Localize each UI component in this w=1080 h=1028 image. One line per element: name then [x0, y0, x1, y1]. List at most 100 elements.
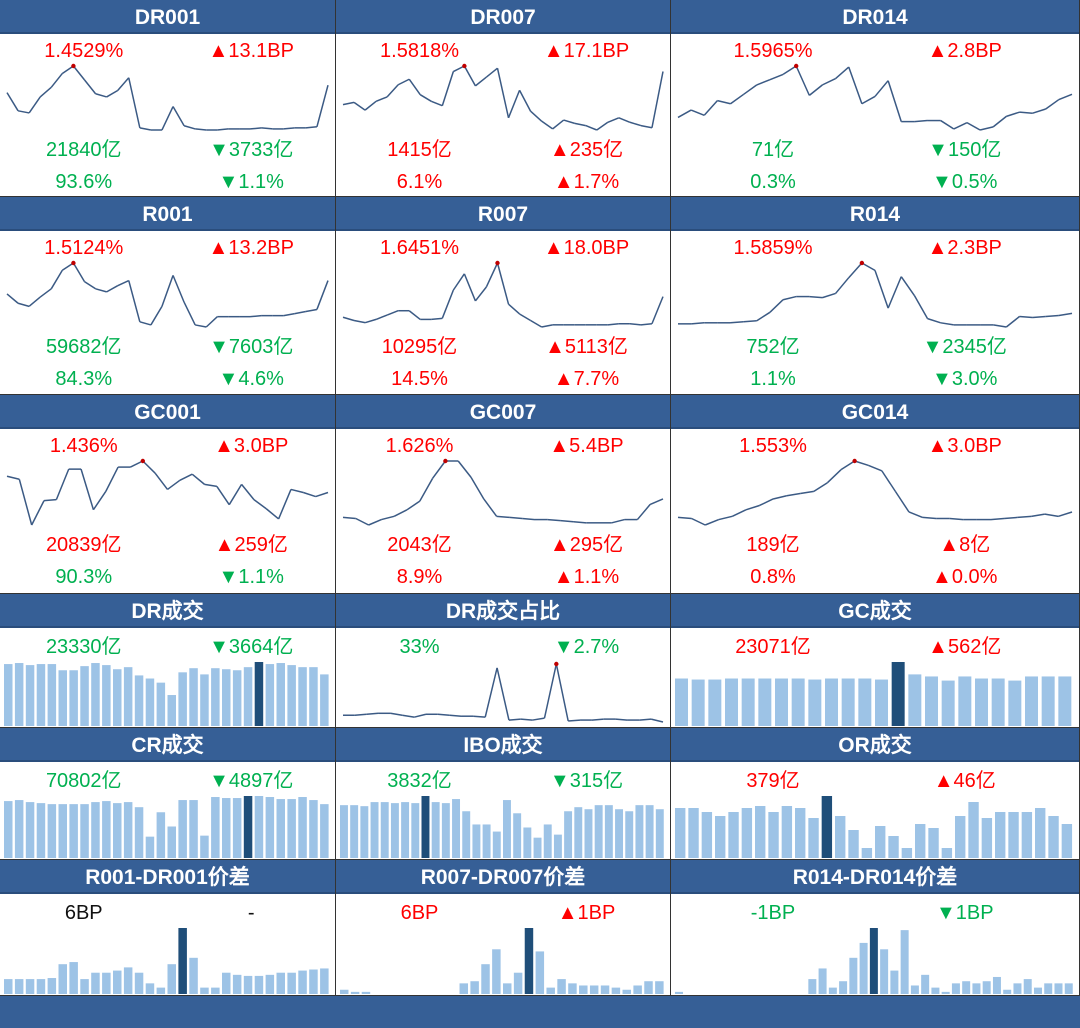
bar [625, 811, 634, 858]
panel-title: R007 [336, 197, 670, 231]
line-segment [543, 663, 558, 719]
bar [298, 667, 307, 726]
line-segment [585, 124, 598, 131]
bar [725, 678, 738, 726]
line-segment [315, 491, 329, 498]
panel-title: DR成交占比 [336, 594, 670, 628]
stat-change: ▼315亿 [549, 770, 624, 792]
bar [276, 663, 286, 726]
bar [828, 987, 837, 994]
bar [594, 805, 603, 858]
stat-change: - [247, 902, 255, 924]
line-segment [835, 277, 850, 294]
stat-value: 1.436% [49, 435, 118, 457]
line-segment [922, 516, 937, 520]
stat-value: 1.5818% [380, 40, 459, 62]
bar [287, 665, 296, 726]
line-segment [691, 517, 706, 526]
max-marker [859, 260, 865, 266]
line-segment [397, 78, 410, 86]
line-segment [496, 68, 510, 119]
bar [441, 803, 450, 858]
stat-change: ▲46亿 [933, 770, 996, 792]
stat-change: ▲5.4BP [549, 435, 624, 457]
stat-value: 1.5859% [733, 237, 813, 259]
panel-r014-dr014-: R014-DR014价差 -1BP ▼1BP [671, 860, 1080, 996]
line-segment [474, 286, 488, 302]
bar [915, 824, 926, 858]
line-segment [704, 518, 720, 526]
bar [675, 678, 688, 726]
line-segment [253, 499, 267, 510]
line-segment [130, 460, 144, 468]
stat-change: ▲13.2BP [208, 237, 294, 259]
line-segment [463, 273, 477, 302]
line-segment [430, 100, 443, 107]
bar [1064, 983, 1073, 994]
line-segment [732, 509, 747, 517]
stat-value: 8.9% [396, 566, 443, 588]
line-segment [353, 101, 366, 111]
bar [981, 818, 993, 858]
stat-change: ▼3664亿 [209, 636, 294, 658]
stat-value: 2043亿 [387, 534, 452, 556]
bar [968, 802, 979, 858]
bar [276, 972, 286, 994]
line-segment [874, 80, 889, 97]
line-segment [386, 310, 399, 316]
bar [645, 805, 654, 858]
line-segment [402, 714, 415, 718]
stat-change: ▼1.1% [218, 171, 284, 193]
bar [982, 981, 991, 994]
bar [921, 974, 930, 994]
stat-change: ▲1BP [557, 902, 616, 924]
bar [675, 808, 686, 858]
stat-change: ▼3733亿 [209, 139, 294, 161]
bar [492, 949, 501, 994]
stat-value: 1.553% [739, 435, 807, 457]
bar [401, 802, 410, 858]
bar [1061, 824, 1073, 858]
line-segment [483, 498, 498, 517]
bar [178, 672, 187, 726]
panel-r007: R007 1.6451% ▲18.0BP 10295亿 ▲5113亿 14.5% ▲7.7% [336, 197, 671, 395]
line-segment [800, 490, 814, 495]
panel-cr-: CR成交 70802亿 ▼4897亿 [0, 728, 336, 860]
bar [222, 798, 231, 858]
bar [768, 812, 779, 858]
line-segment [1006, 111, 1020, 118]
line-segment [574, 122, 586, 127]
line-segment [649, 498, 664, 506]
stat-value: 71亿 [751, 139, 795, 161]
line-segment [677, 109, 692, 119]
stat-change: ▼150亿 [928, 139, 1002, 161]
line-segment [83, 79, 97, 95]
bar [869, 928, 878, 994]
bar [25, 665, 35, 726]
panel-dr-: DR成交占比 33% ▼2.7% [336, 594, 671, 728]
line-segment [541, 120, 554, 130]
stat-change: ▼4897亿 [209, 770, 294, 792]
bar [655, 981, 664, 994]
bar [69, 962, 78, 994]
line-segment [355, 517, 369, 526]
bar [875, 826, 886, 858]
stat-change: ▼1BP [935, 902, 994, 924]
line-segment [703, 100, 718, 116]
line-segment [205, 316, 218, 328]
line-segment [61, 65, 74, 75]
bar [134, 807, 144, 858]
bar [340, 989, 349, 994]
line-segment [283, 127, 295, 130]
line-segment [484, 667, 498, 718]
line-segment [393, 509, 408, 517]
line-segment [161, 275, 174, 307]
bar [691, 679, 705, 726]
stat-value: 33% [399, 636, 440, 658]
bar [818, 968, 827, 994]
line-segment [316, 85, 329, 127]
line-segment [611, 518, 625, 524]
stat-value: 70802亿 [45, 770, 122, 792]
bar [633, 985, 642, 994]
line-segment [172, 106, 185, 127]
